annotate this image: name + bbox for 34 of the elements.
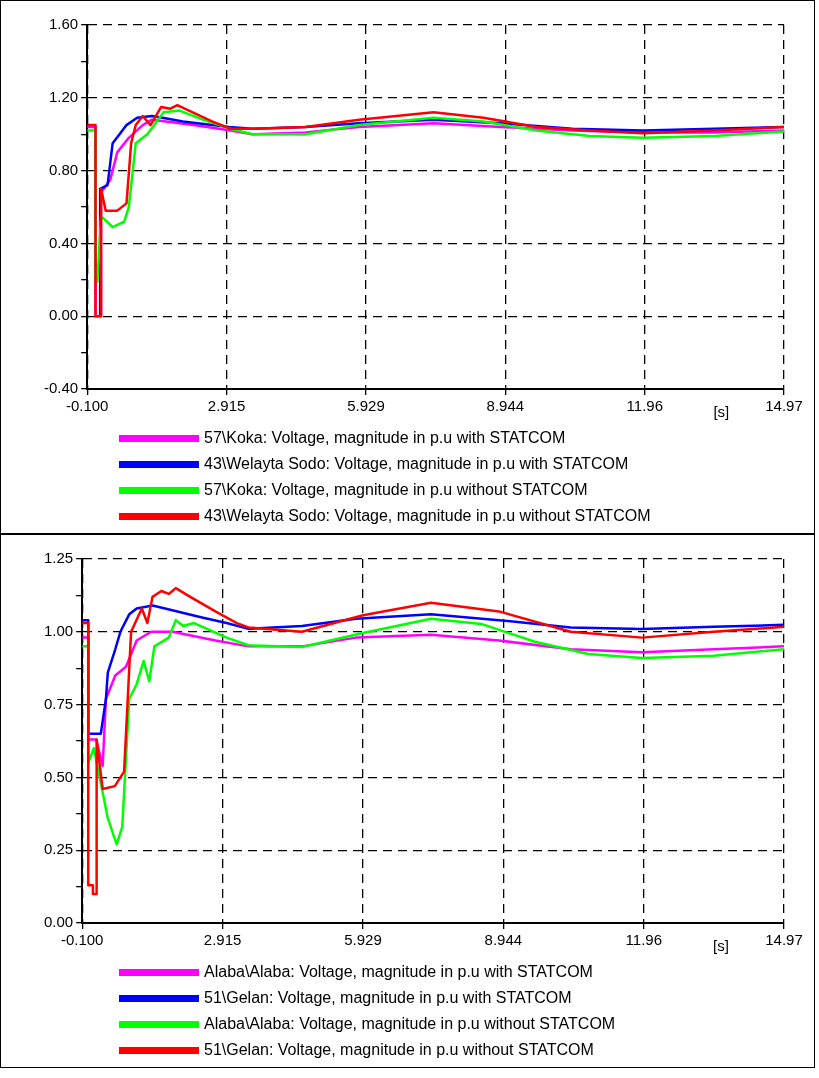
x-tick-label: 11.96 <box>626 397 664 415</box>
y-tick-label: 0.00 <box>43 913 74 931</box>
x-tick-label: 5.929 <box>347 397 385 415</box>
legend-label: 43\Welayta Sodo: Voltage, magnitude in p.u without STATCOM <box>204 507 651 525</box>
y-tick-label: 0.80 <box>48 160 79 178</box>
x-axis-title: [s] <box>713 936 729 954</box>
x-tick-label: 2.915 <box>203 931 242 949</box>
y-tick-label: -0.40 <box>43 379 79 397</box>
y-tick-label: 1.00 <box>43 621 74 639</box>
x-tick-label: -0.100 <box>60 931 104 949</box>
y-tick-label: 1.25 <box>43 549 74 567</box>
legend-label: 43\Welayta Sodo: Voltage, magnitude in p.u with STATCOM <box>204 455 629 473</box>
x-tick-label: 2.915 <box>207 397 246 415</box>
y-tick-label: 0.00 <box>48 306 79 324</box>
x-tick-label: -0.100 <box>65 397 109 415</box>
legend-label: Alaba\Alaba: Voltage, magnitude in p.u without STATCOM <box>204 1015 616 1033</box>
x-tick-label: 8.944 <box>486 397 525 415</box>
x-axis-title: [s] <box>713 402 730 420</box>
y-tick-label: 0.50 <box>43 767 74 785</box>
legend-label: Alaba\Alaba: Voltage, magnitude in p.u with STATCOM <box>204 963 593 981</box>
x-tick-label: 11.96 <box>625 931 663 949</box>
y-tick-label: 1.60 <box>48 15 79 33</box>
y-tick-label: 0.25 <box>43 840 74 858</box>
x-tick-label: 8.944 <box>484 931 523 949</box>
legend-label: 57\Koka: Voltage, magnitude in p.u with STATCOM <box>204 429 566 447</box>
legend-label: 57\Koka: Voltage, magnitude in p.u without STATCOM <box>204 481 588 499</box>
x-tick-label: 5.929 <box>344 931 382 949</box>
x-tick-label: 14.97 <box>765 931 803 949</box>
y-tick-label: 1.20 <box>48 87 79 105</box>
y-tick-label: 0.40 <box>48 233 79 251</box>
legend-label: 51\Gelan: Voltage, magnitude in p.u with STATCOM <box>204 989 572 1007</box>
x-tick-label: 14.97 <box>765 397 803 415</box>
legend-label: 51\Gelan: Voltage, magnitude in p.u without STATCOM <box>204 1041 594 1059</box>
y-tick-label: 0.75 <box>43 694 74 712</box>
